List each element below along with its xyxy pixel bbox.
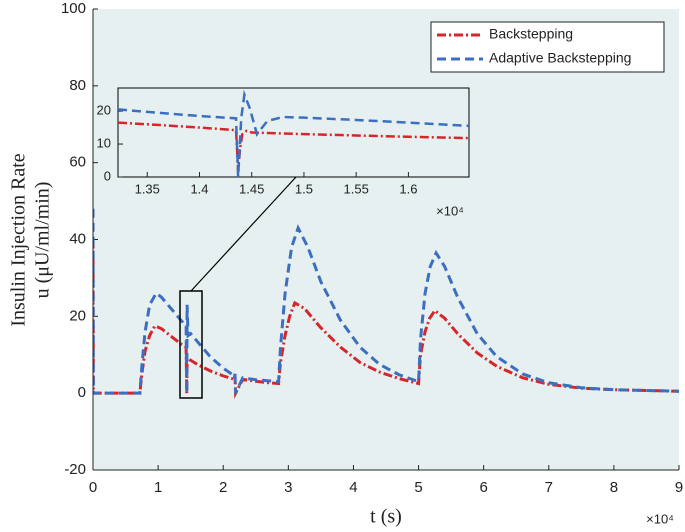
data-line bbox=[93, 208, 679, 395]
x-tick-label: 5 bbox=[414, 479, 422, 496]
series-group bbox=[118, 89, 469, 177]
data-line bbox=[118, 121, 469, 171]
x-tick-label: 1.6 bbox=[399, 181, 417, 196]
x-tick-label: 1.4 bbox=[190, 181, 208, 196]
x-tick-label: 1.45 bbox=[239, 181, 264, 196]
x-tick-label: 6 bbox=[479, 479, 487, 496]
y-tick-label: 80 bbox=[69, 77, 86, 94]
zoom-connector bbox=[190, 176, 297, 292]
x-tick-label: 9 bbox=[675, 479, 683, 496]
y-axis-label: u (μU/ml/min) bbox=[32, 182, 54, 299]
data-line bbox=[93, 239, 679, 399]
x-tick-label: 1.5 bbox=[295, 181, 313, 196]
x-axis-label: t (s) bbox=[370, 506, 402, 528]
y-axis-label: Insulin Injection Rate bbox=[8, 153, 30, 326]
y-tick-label: 0 bbox=[104, 168, 111, 183]
y-tick-label: 20 bbox=[69, 307, 86, 324]
x-tick-label: 4 bbox=[349, 479, 357, 496]
x-tick-label: 1 bbox=[154, 479, 162, 496]
plot-background bbox=[117, 87, 470, 178]
legend-label: Adaptive Backstepping bbox=[489, 50, 631, 66]
x-tick-label: 7 bbox=[545, 479, 553, 496]
x-tick-label: 0 bbox=[89, 479, 97, 496]
legend-label: Backstepping bbox=[489, 26, 573, 42]
y-tick-label: 10 bbox=[97, 135, 111, 150]
main-plot: 0 1 2 3 4 5 6 7 8 9-20020406080100BacksteppingAda… bbox=[61, 0, 683, 496]
y-tick-label: 0 bbox=[78, 384, 86, 401]
x-tick-label: 1.55 bbox=[344, 181, 369, 196]
x-tick-label: 8 bbox=[610, 479, 618, 496]
data-line bbox=[118, 89, 469, 177]
x-multiplier: ×10⁴ bbox=[646, 511, 674, 526]
inset-x-multiplier: ×10⁴ bbox=[436, 203, 464, 218]
y-tick-label: 40 bbox=[69, 230, 86, 247]
y-tick-label: 60 bbox=[69, 154, 86, 171]
plot-background bbox=[93, 9, 679, 470]
legend-box bbox=[430, 21, 665, 73]
x-tick-label: 3 bbox=[284, 479, 292, 496]
series-group bbox=[93, 208, 679, 399]
x-tick-label: 1.35 bbox=[135, 181, 160, 196]
y-tick-label: 20 bbox=[97, 103, 111, 118]
y-tick-label: 100 bbox=[61, 0, 86, 17]
inset-plot: 1.35 1.4 1.45 1.5 1.55 1.6 0 10 20 bbox=[97, 87, 470, 196]
x-tick-label: 2 bbox=[219, 479, 227, 496]
y-tick-label: -20 bbox=[64, 461, 86, 478]
